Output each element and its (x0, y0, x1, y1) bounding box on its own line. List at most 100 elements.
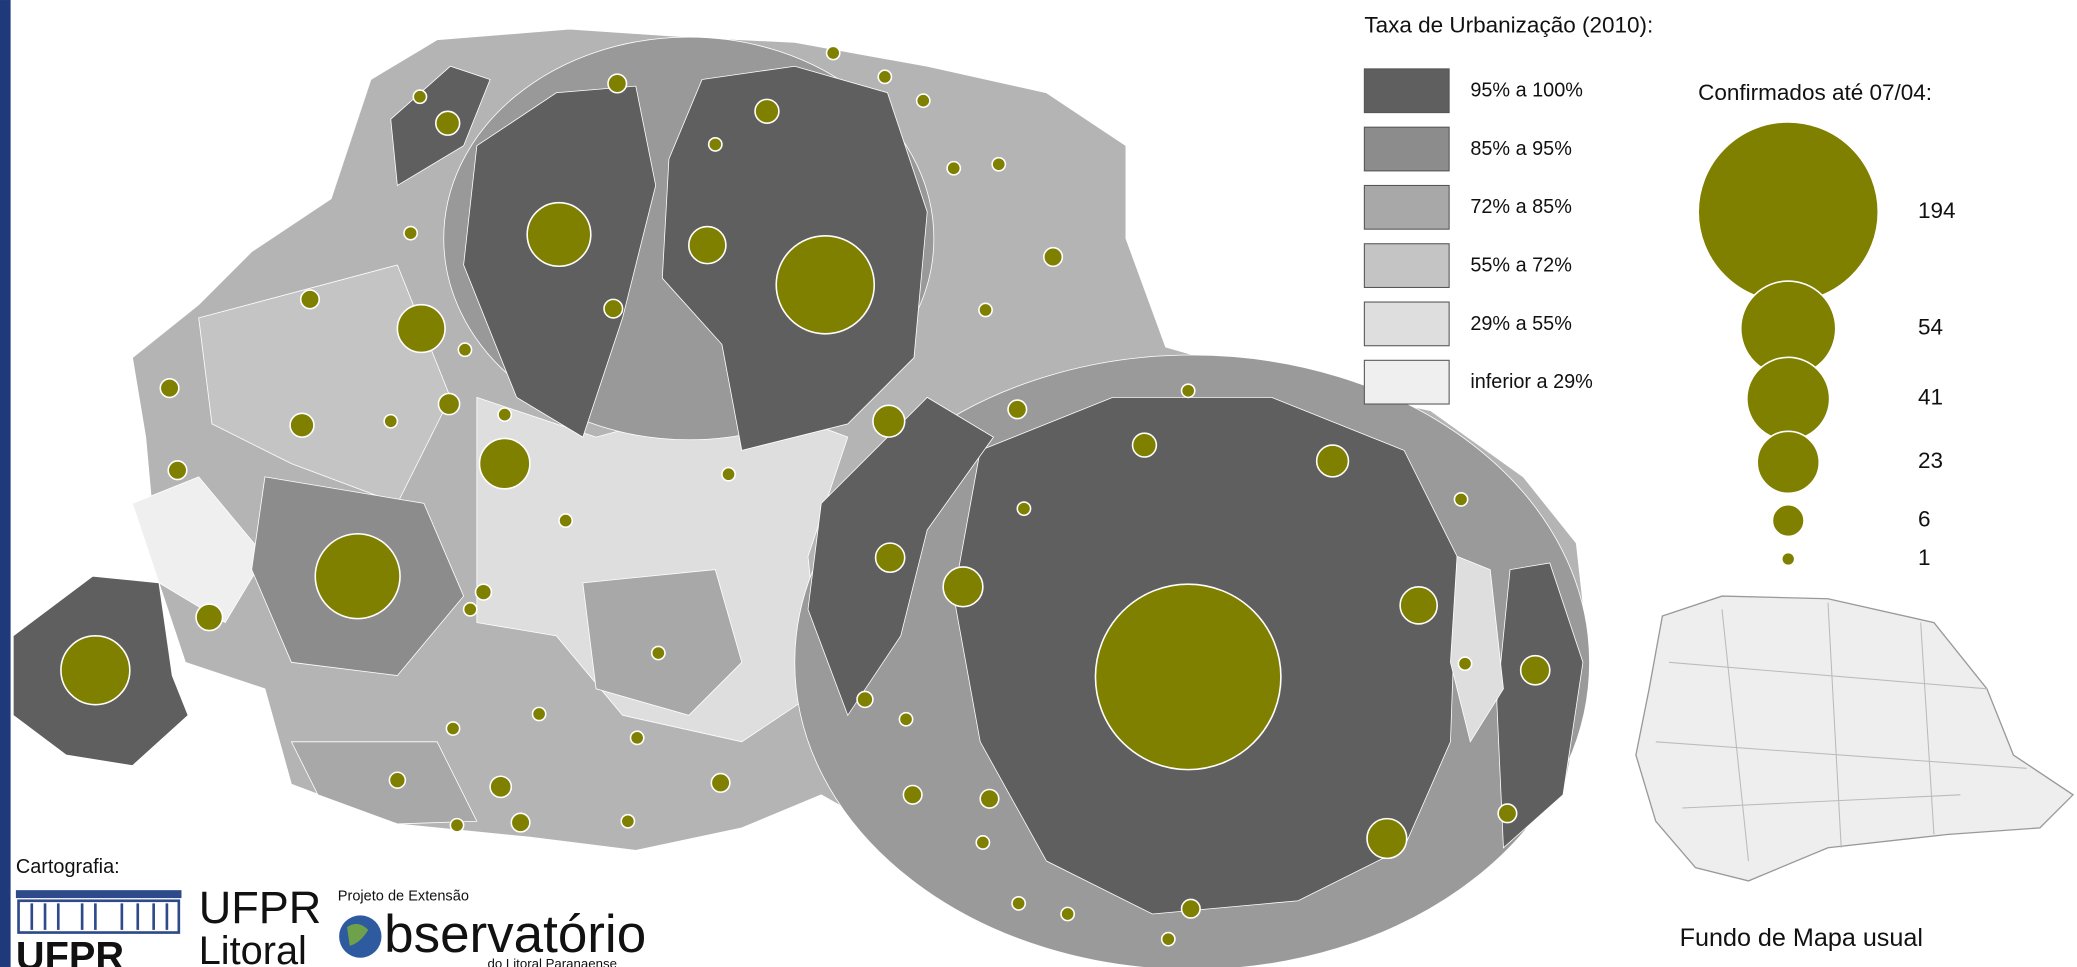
inset-map (1635, 595, 2075, 882)
case-bubble (1043, 246, 1064, 268)
case-bubble (872, 404, 906, 438)
case-bubble (754, 98, 780, 124)
logo-text: Litoral (199, 929, 307, 967)
class-swatch (1363, 243, 1450, 288)
ufpr-logo: UFPR (15, 890, 182, 967)
class-swatch (1363, 184, 1450, 230)
case-bubble (457, 342, 473, 358)
case-bubble (1497, 803, 1518, 824)
case-bubble (775, 235, 876, 335)
region-light (131, 476, 266, 624)
case-bubble (435, 110, 461, 136)
case-bubble (915, 93, 931, 109)
case-bubble (167, 460, 188, 481)
class-label: 95% a 100% (1470, 80, 1583, 102)
case-bubble (707, 136, 723, 152)
legend-bubble-label: 23 (1918, 448, 1943, 473)
region-mid (290, 741, 478, 825)
case-bubble (620, 813, 636, 829)
class-swatch (1363, 359, 1450, 405)
case-bubble (874, 542, 906, 574)
case-bubble (991, 156, 1007, 172)
case-bubble (474, 583, 493, 601)
case-bubble (1453, 491, 1469, 507)
bubble-legend-title: Confirmados até 07/04: (1698, 80, 1932, 105)
case-bubble (1094, 583, 1282, 771)
class-label: 72% a 85% (1470, 196, 1572, 218)
case-bubble (396, 303, 446, 354)
case-bubble (1016, 501, 1032, 517)
region-light (1450, 555, 1504, 743)
case-bubble (437, 392, 461, 416)
case-bubble (403, 225, 419, 241)
class-swatch (1363, 301, 1450, 347)
legend-title: Taxa de Urbanização (2010): (1364, 12, 1653, 37)
legend-bubble-label: 54 (1918, 314, 1943, 339)
case-bubble (159, 378, 180, 399)
case-bubble (902, 784, 923, 805)
legend-bubble (1780, 551, 1796, 567)
case-bubble (1131, 432, 1158, 458)
legend-bubble (1746, 356, 1831, 441)
case-bubble (825, 45, 841, 61)
case-bubble (526, 201, 592, 268)
case-bubble (489, 775, 513, 799)
bubble-legend: 194 54 41 23 6 1 (1697, 121, 1956, 570)
case-bubble (603, 298, 624, 319)
legend-bubble-label: 194 (1918, 198, 1956, 223)
class-label: 29% a 55% (1470, 313, 1572, 335)
observatory-name: bservatório (384, 905, 646, 964)
case-bubble (1180, 383, 1196, 399)
case-bubble (710, 772, 731, 793)
case-bubble (510, 812, 531, 833)
case-bubble (558, 513, 574, 529)
class-label: 85% a 95% (1470, 138, 1572, 160)
case-bubble (688, 225, 727, 265)
class-label: inferior a 29% (1470, 371, 1593, 393)
case-bubble (497, 407, 513, 423)
case-bubble (412, 89, 428, 105)
class-legend: 95% a 100% 85% a 95% 72% a 85% 55% a 72% 29%… (1363, 68, 1593, 405)
case-bubble (1457, 656, 1473, 672)
case-bubble (383, 413, 399, 429)
case-bubble (856, 690, 874, 709)
observatory-sub: do Litoral Paranaense (487, 956, 617, 967)
case-bubble (531, 706, 547, 722)
region-mid (582, 569, 743, 716)
region-dark (1496, 562, 1584, 849)
case-bubble (1315, 444, 1350, 478)
case-bubble (462, 601, 478, 617)
case-bubble (299, 289, 321, 310)
legend-bubble (1697, 121, 1880, 303)
case-bubble (629, 730, 645, 746)
class-label: 55% a 72% (1470, 255, 1572, 277)
project-label: Projeto de Extensão (338, 889, 469, 905)
case-bubble (1399, 586, 1439, 625)
case-bubble (445, 721, 461, 736)
case-bubble (1060, 906, 1076, 922)
case-bubble (1519, 654, 1551, 686)
case-bubble (314, 533, 401, 620)
inset-borders (1655, 602, 2027, 862)
legend-bubble (1771, 503, 1805, 538)
credits-label: Cartografia: (16, 856, 120, 878)
case-bubble (478, 437, 531, 490)
case-bubble (975, 835, 991, 850)
case-bubble (60, 635, 131, 706)
case-bubble (1180, 898, 1201, 919)
case-bubble (388, 771, 407, 789)
side-strip (0, 0, 11, 967)
case-bubble (195, 603, 224, 632)
class-swatch (1363, 126, 1450, 172)
case-bubbles (60, 45, 1551, 947)
logo-text: UFPR (199, 882, 322, 933)
case-bubble (946, 160, 962, 176)
case-bubble (1160, 931, 1176, 947)
case-bubble (979, 788, 1000, 809)
legend-bubble-label: 6 (1918, 507, 1931, 532)
legend-bubble-label: 1 (1918, 545, 1931, 570)
class-swatch (1363, 68, 1450, 114)
inset-caption: Fundo de Mapa usual (1680, 924, 1923, 952)
